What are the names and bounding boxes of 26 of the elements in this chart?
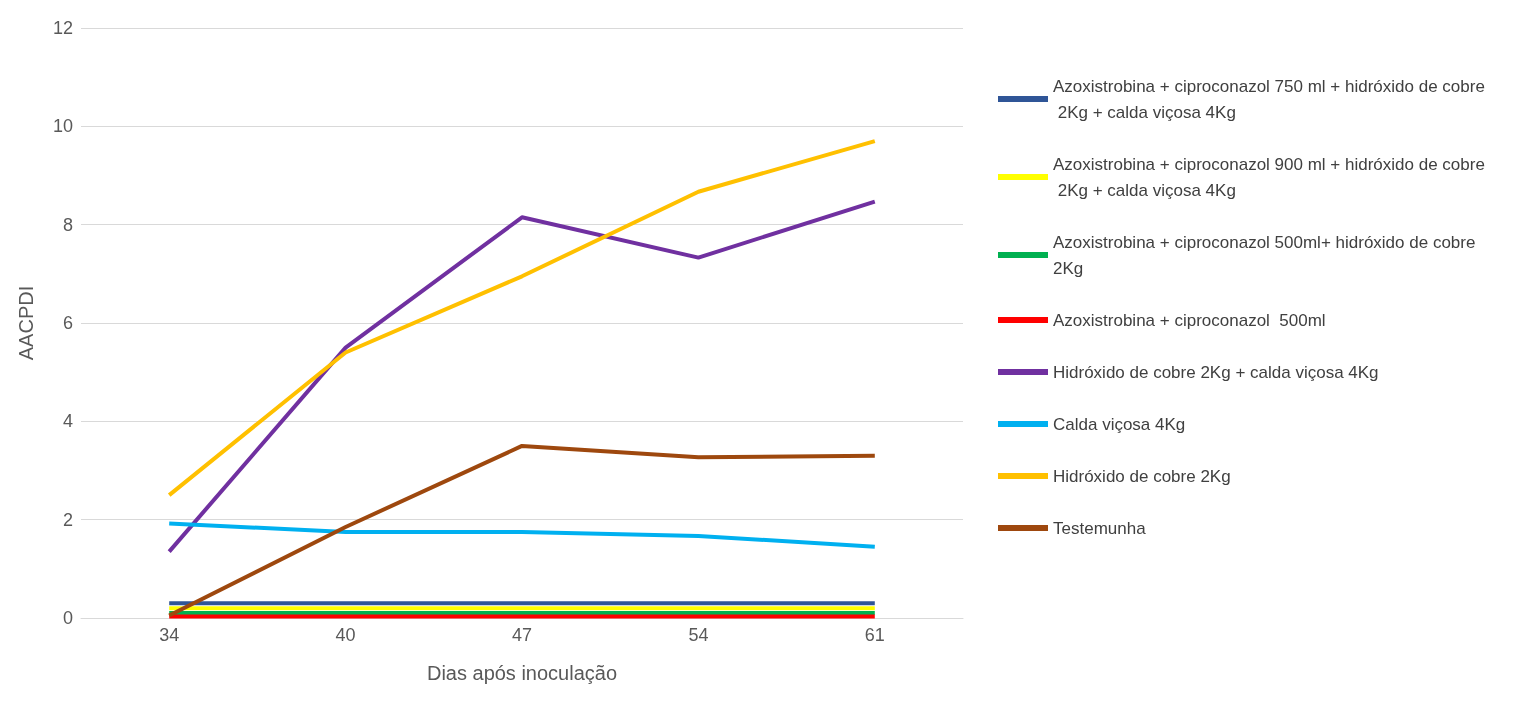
x-tick-label: 54: [688, 625, 709, 645]
legend-label: Calda viçosa 4Kg: [1053, 414, 1186, 434]
legend-label: Azoxistrobina + ciproconazol 900 ml + hidróxido de cobre 2Kg + calda viçosa 4Kg: [1053, 154, 1485, 200]
y-tick-label: 12: [52, 18, 73, 38]
x-tick-label: 40: [335, 625, 356, 645]
y-tick-label: 6: [62, 313, 73, 333]
y-tick-label: 8: [62, 214, 73, 235]
y-axis-title: AACPDI: [15, 285, 37, 361]
legend-label: Azoxistrobina + ciproconazol 500ml: [1053, 310, 1326, 330]
y-tick-label: 2: [62, 509, 73, 530]
legend-label: Testemunha: [1053, 518, 1147, 538]
legend-label: Hidróxido de cobre 2Kg: [1053, 466, 1231, 486]
y-tick-label: 4: [62, 411, 73, 432]
line-series: [167, 443, 877, 618]
y-tick-label: 10: [52, 116, 73, 137]
line-series: [167, 199, 877, 554]
x-tick-label: 61: [864, 625, 885, 645]
line-series: [167, 139, 877, 498]
y-tick-label: 0: [62, 608, 73, 628]
x-axis-title: Dias após inoculação: [426, 662, 618, 684]
x-tick-label: 34: [159, 625, 180, 645]
legend-label: Hidróxido de cobre 2Kg + calda viçosa 4Kg: [1053, 362, 1379, 382]
line-series: [167, 521, 877, 549]
legend-label: Azoxistrobina + ciproconazol 500ml+ hidróxido de cobre 2Kg: [1053, 232, 1481, 278]
legend-label: Azoxistrobina + ciproconazol 750 ml + hidróxido de cobre 2Kg + calda viçosa 4Kg: [1053, 76, 1485, 122]
x-tick-label: 47: [511, 625, 533, 645]
